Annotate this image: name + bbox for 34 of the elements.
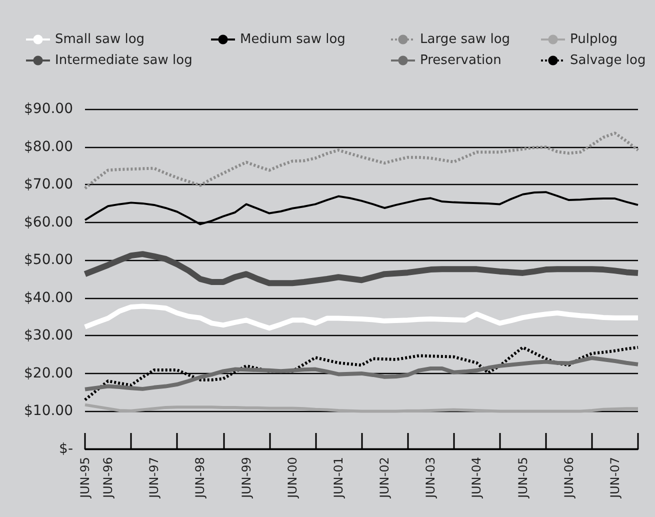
- legend-label: Preservation: [420, 53, 502, 68]
- y-tick-label: $80.00: [24, 138, 73, 155]
- y-tick-label: $20.00: [24, 365, 73, 382]
- y-tick-label: $90.00: [24, 101, 73, 117]
- x-tick-label: JUN-97: [147, 457, 162, 499]
- x-tick-label: JUN-01: [331, 457, 346, 499]
- x-tick-label: JUN-06: [562, 457, 576, 499]
- y-tick-label: $60.00: [24, 214, 73, 230]
- y-tick-label: $-: [59, 441, 73, 457]
- line-series: [84, 132, 640, 190]
- x-tick-label: JUN-04: [470, 457, 484, 499]
- legend-label: Intermediate saw log: [55, 53, 192, 68]
- y-tick-label: $10.00: [24, 403, 73, 420]
- x-tick-label: JUN-00: [285, 457, 300, 499]
- legend-label: Medium saw log: [240, 32, 346, 47]
- x-tick-label: JUN-95: [78, 457, 92, 499]
- line-series: [83, 356, 640, 392]
- legend-label: Large saw log: [420, 32, 510, 47]
- line-series: [84, 403, 640, 413]
- y-tick-label: $70.00: [24, 176, 73, 193]
- legend-label: Pulplog: [570, 32, 618, 47]
- y-tick-label: $40.00: [24, 290, 73, 306]
- y-tick-label: $50.00: [24, 252, 73, 268]
- x-tick-label: JUN-02: [378, 457, 392, 499]
- x-tick-label: JUN-07: [608, 457, 622, 499]
- x-tick-label: JUN-99: [239, 457, 254, 499]
- line-series: [84, 346, 640, 402]
- x-tick-label: JUN-98: [193, 457, 208, 499]
- legend-label: Salvage log: [570, 53, 646, 68]
- x-tick-label: JUN-03: [424, 457, 438, 499]
- legend-label: Small saw log: [55, 32, 145, 47]
- x-tick-label: JUN-05: [516, 457, 530, 499]
- x-tick-label: JUN-96: [101, 457, 116, 499]
- y-tick-label: $30.00: [24, 328, 73, 344]
